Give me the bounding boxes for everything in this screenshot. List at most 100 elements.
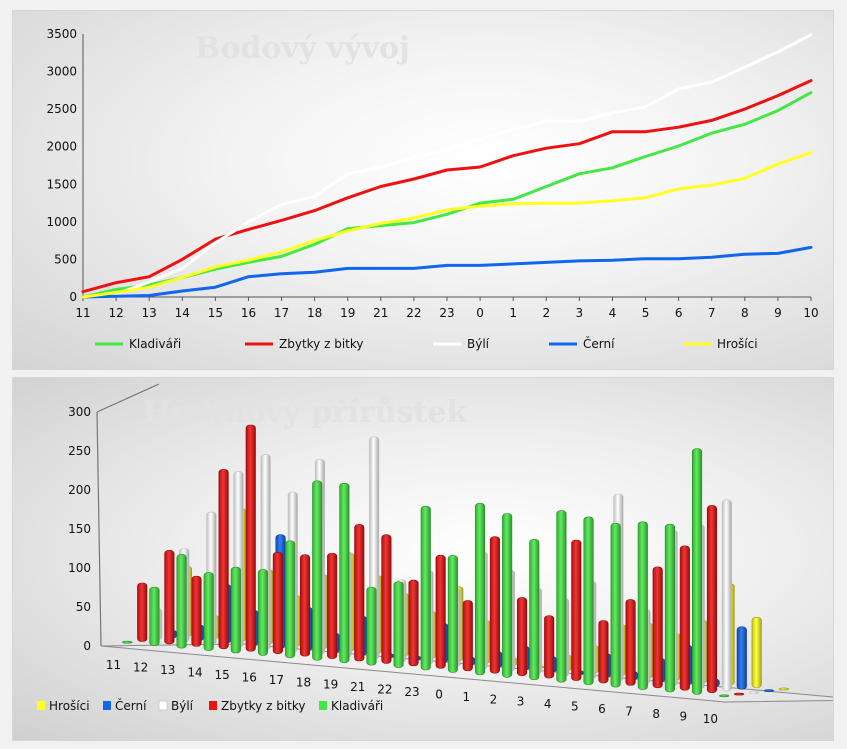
x-tick-label: 15: [214, 668, 229, 682]
x-tick-label: 1: [509, 306, 517, 320]
bar: [474, 502, 486, 676]
legend-label: Černí: [583, 336, 615, 351]
bar: [230, 566, 241, 654]
x-tick-label: 11: [75, 306, 90, 320]
x-tick-label: 13: [142, 306, 157, 320]
bar: [408, 579, 419, 667]
legend-label: Kladiváři: [129, 337, 181, 351]
points-development-chart-svg: Bodový vývoj 050010001500200025003000350…: [46, 27, 818, 351]
y-tick-label: 300: [68, 405, 91, 419]
x-tick-label: 4: [544, 697, 552, 711]
left-wall-edge: [96, 411, 102, 647]
x-tick-label: 12: [108, 306, 123, 320]
bar: [734, 692, 745, 696]
bar: [299, 554, 311, 657]
x-tick-label: 21: [350, 680, 365, 694]
x-tick-label: 23: [439, 306, 454, 320]
x-tick-label: 18: [296, 675, 311, 689]
x-tick-label: 3: [517, 695, 525, 709]
bar: [122, 640, 133, 644]
y-tick-label: 100: [68, 561, 91, 575]
x-tick-label: 5: [571, 700, 579, 714]
x-tick-label: 18: [307, 306, 322, 320]
bar: [583, 516, 594, 685]
x-tick-label: 9: [774, 306, 782, 320]
series-line: [81, 79, 813, 294]
x-tick-label: 11: [106, 658, 121, 672]
legend-label: Hrošíci: [717, 337, 758, 351]
y-tick-label: 50: [76, 600, 91, 614]
y-tick-label: 2500: [46, 102, 77, 116]
series-line: [81, 151, 813, 299]
x-tick-label: 7: [708, 306, 716, 320]
y-tick-label: 0: [83, 639, 91, 653]
legend-swatch: [37, 701, 45, 710]
x-tick-label: 22: [377, 683, 392, 697]
legend-label: Hrošíci: [49, 699, 90, 713]
bar: [706, 505, 718, 693]
points-development-chart: Bodový vývoj 0 500 1000 1500 2000 2500 3000 350…: [12, 10, 834, 370]
bar: [489, 536, 500, 674]
bar: [625, 599, 636, 686]
legend-swatch: [103, 701, 111, 710]
y-tick-label: 200: [68, 483, 91, 497]
x-tick-label: 10: [703, 712, 718, 726]
y-tick-label: 0: [69, 290, 77, 304]
bar: [420, 505, 431, 671]
bar: [556, 510, 567, 683]
legend-label: Zbytky z bitky: [279, 337, 363, 351]
legend-label: Býlí: [171, 699, 194, 713]
bar: [285, 540, 296, 659]
x-tick-label: 16: [241, 306, 256, 320]
x-tick-label: 19: [323, 678, 338, 692]
legend-label: Kladiváři: [331, 699, 383, 713]
x-tick-label: 4: [609, 306, 617, 320]
bar: [381, 534, 392, 664]
bar: [257, 569, 269, 656]
legend-label: Černí: [115, 698, 147, 713]
bar: [571, 539, 582, 681]
bar: [245, 424, 256, 652]
bar: [517, 597, 528, 676]
x-tick-label: 1: [462, 690, 470, 704]
bar: [736, 626, 747, 690]
bar: [763, 689, 774, 692]
x-tick-label: 14: [187, 666, 202, 680]
x-tick-label: 8: [741, 306, 749, 320]
x-tick-label: 2: [542, 306, 550, 320]
bar: [719, 694, 730, 698]
bar: [664, 523, 675, 693]
bar: [652, 566, 663, 689]
bar: [327, 552, 338, 659]
y-tick-label: 3000: [46, 65, 77, 79]
x-tick-label: 23: [404, 685, 419, 699]
bar: [218, 469, 229, 650]
legend-label: Býlí: [467, 337, 490, 351]
bar: [610, 522, 621, 688]
bar: [435, 554, 446, 669]
bar: [393, 581, 404, 668]
x-tick-label: 17: [274, 306, 289, 320]
bar: [164, 550, 175, 645]
x-tick-label: 2: [490, 692, 498, 706]
bar: [339, 482, 350, 663]
y-tick-label: 150: [68, 522, 91, 536]
x-tick-label: 21: [373, 306, 388, 320]
x-tick-label: 6: [598, 702, 606, 716]
bar: [502, 513, 513, 678]
bar: [529, 539, 540, 681]
x-tick-label: 0: [476, 306, 484, 320]
x-tick-label: 12: [133, 661, 148, 675]
x-tick-label: 16: [242, 670, 257, 684]
legend-swatch: [319, 701, 327, 710]
bar: [203, 572, 214, 651]
x-tick-label: 10: [803, 306, 818, 320]
chart-title: Bodový vývoj: [195, 31, 410, 66]
bar: [272, 551, 283, 654]
x-tick-label: 14: [175, 306, 190, 320]
x-tick-label: 8: [652, 707, 660, 721]
x-tick-label: 3: [576, 306, 584, 320]
y-tick-label: 250: [68, 444, 91, 458]
y-tick-label: 500: [54, 252, 77, 266]
